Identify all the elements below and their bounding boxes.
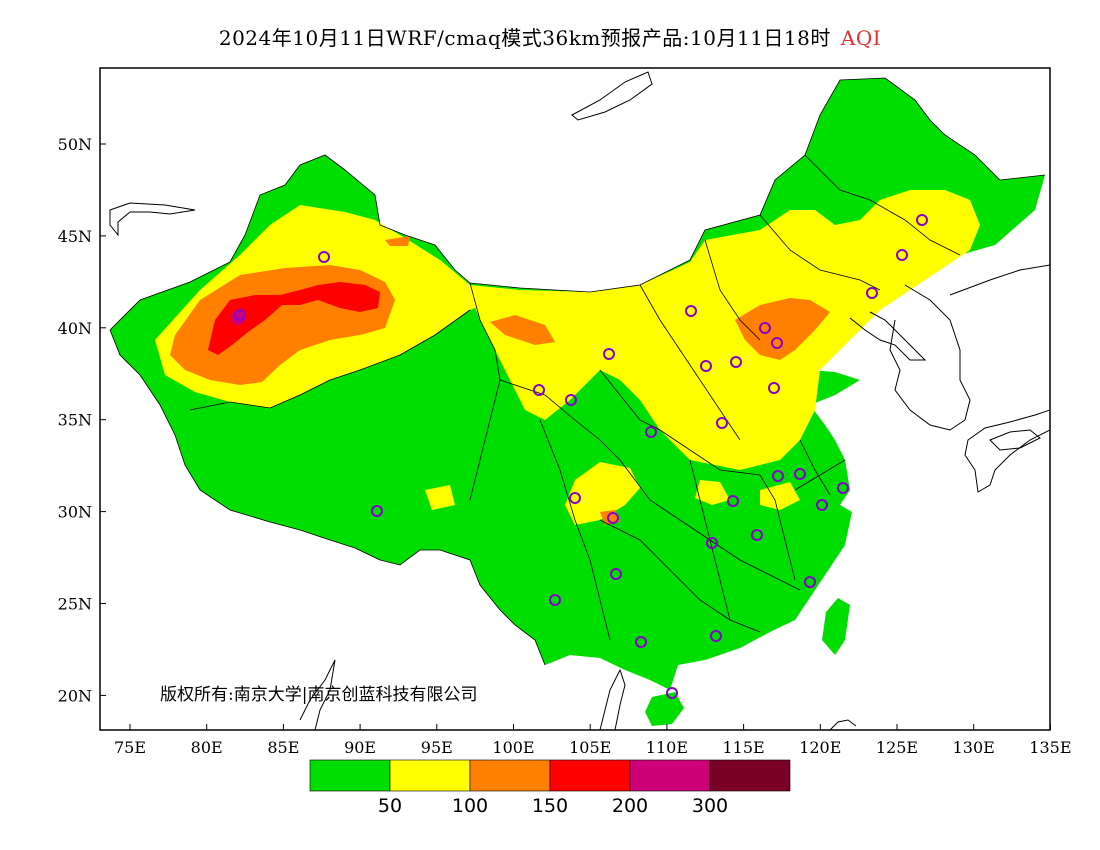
title-variable: AQI <box>840 26 882 50</box>
red-zone-tarim <box>208 282 380 355</box>
title-main: 2024年10月11日WRF/cmaq模式36km预报产品:10月11日18时 <box>218 26 831 50</box>
lon-label: 85E <box>267 738 299 757</box>
lat-label: 20N <box>58 686 92 705</box>
lon-label: 105E <box>569 738 611 757</box>
colorbar: 50 100 150 200 300 <box>309 759 791 817</box>
lon-label: 115E <box>722 738 764 757</box>
colorbar-segment <box>709 759 791 792</box>
colorbar-segment <box>309 759 391 792</box>
colorbar-segment <box>389 759 471 792</box>
lon-label: 135E <box>1029 738 1071 757</box>
lon-label: 95E <box>421 738 453 757</box>
lat-label: 50N <box>58 135 92 154</box>
colorbar-label: 300 <box>692 795 728 817</box>
colorbar-label: 50 <box>378 795 402 817</box>
boundaries <box>109 77 1046 666</box>
lon-label: 75E <box>114 738 146 757</box>
lon-label: 125E <box>876 738 918 757</box>
lon-label: 120E <box>799 738 841 757</box>
lon-label: 80E <box>191 738 223 757</box>
lat-label: 25N <box>58 595 92 614</box>
orange-zone-gansu <box>490 315 555 345</box>
lat-label: 45N <box>58 227 92 246</box>
hainan-island <box>645 692 684 726</box>
colorbar-segment <box>629 759 711 792</box>
colorbar-segment <box>549 759 631 792</box>
colorbar-segment <box>469 759 551 792</box>
orange-zone-qinghai <box>385 236 410 246</box>
copyright-text: 版权所有:南京大学|南京创蓝科技有限公司 <box>160 685 478 705</box>
lon-label: 90E <box>344 738 376 757</box>
lon-label: 100E <box>492 738 534 757</box>
lat-label: 30N <box>58 503 92 522</box>
colorbar-label: 200 <box>612 795 648 817</box>
yellow-zone-coastal <box>760 482 800 510</box>
yellow-zone-north <box>470 190 980 470</box>
map-content <box>109 71 1050 730</box>
yellow-zone-xizang <box>425 485 455 510</box>
colorbar-label: 150 <box>532 795 568 817</box>
map-title: 2024年10月11日WRF/cmaq模式36km预报产品:10月11日18时 A… <box>0 22 1100 51</box>
map-frame <box>99 67 1051 731</box>
taiwan-island <box>822 598 850 655</box>
monitoring-stations <box>234 214 928 699</box>
yellow-zone-central <box>695 480 730 505</box>
lat-label: 35N <box>58 411 92 430</box>
lon-label: 130E <box>953 738 995 757</box>
colorbar-label: 100 <box>452 795 488 817</box>
axis-ticks: 50N 45N 40N 35N 30N 25N 20N 75E 80E 85E 90E 95E 100E… <box>58 135 1072 757</box>
coastlines <box>109 71 1050 730</box>
orange-zone-beijing <box>735 298 830 360</box>
lon-label: 110E <box>646 738 688 757</box>
yellow-zone-sichuan <box>565 462 640 525</box>
lat-label: 40N <box>58 319 92 338</box>
